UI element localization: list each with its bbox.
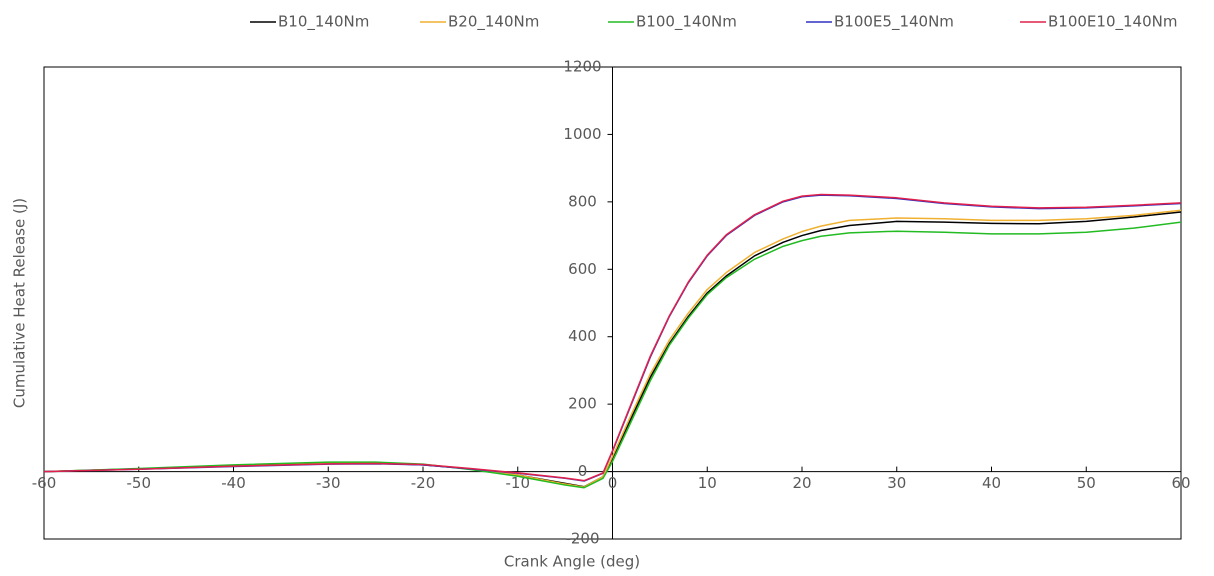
x-tick-label: -50 [127,474,152,492]
legend-label: B100E10_140Nm [1048,13,1177,32]
y-tick-label: 1000 [563,125,601,143]
x-tick-label: -30 [316,474,341,492]
y-tick-label: -200 [565,530,599,548]
x-tick-label: 0 [608,474,618,492]
x-tick-label: -40 [221,474,246,492]
x-tick-label: -20 [411,474,436,492]
y-tick-label: 1200 [563,58,601,76]
x-tick-label: 60 [1171,474,1190,492]
x-tick-label: 40 [982,474,1001,492]
x-tick-label: 30 [887,474,906,492]
y-tick-label: 200 [568,395,597,413]
x-axis-title: Crank Angle (deg) [504,553,640,571]
y-tick-label: 600 [568,260,597,278]
y-tick-label: 0 [578,462,588,480]
x-tick-label: 20 [792,474,811,492]
y-axis-title: Cumulative Heat Release (J) [11,198,29,408]
legend-label: B10_140Nm [278,13,369,32]
legend-label: B100E5_140Nm [834,13,954,32]
x-tick-label: 10 [698,474,717,492]
x-tick-label: -60 [32,474,57,492]
y-tick-label: 800 [568,192,597,210]
y-tick-label: 400 [568,327,597,345]
x-tick-label: -10 [506,474,531,492]
series-line [43,193,1182,482]
legend-label: B100_140Nm [636,13,737,32]
legend-label: B20_140Nm [448,13,539,32]
x-tick-label: 50 [1077,474,1096,492]
